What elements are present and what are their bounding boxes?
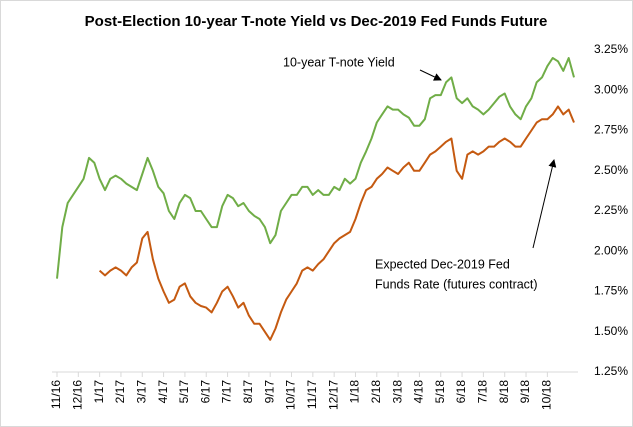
x-tick-label: 6/17 [198,380,212,404]
y-tick-label: 2.75% [594,123,628,137]
x-tick-label: 1/18 [348,380,362,404]
y-tick-label: 1.25% [594,364,628,378]
x-tick-label: 4/17 [156,380,170,404]
chart-title: Post-Election 10-year T-note Yield vs De… [85,13,548,30]
x-tick-label: 10/18 [540,380,554,410]
y-tick-label: 1.75% [594,284,628,298]
series-line [56,57,575,279]
y-tick-label: 3.25% [594,42,628,56]
x-tick-label: 8/18 [497,380,511,404]
annotation: Funds Rate (futures contract) [375,277,538,291]
x-tick-label: 6/18 [454,380,468,404]
annotation-arrow [419,69,442,81]
x-tick-label: 4/18 [412,380,426,404]
y-tick-label: 2.50% [594,163,628,177]
y-tick-label: 3.00% [594,82,628,96]
x-tick-label: 9/18 [518,380,532,404]
series-line [98,105,575,341]
x-tick-label: 2/17 [113,380,127,404]
x-tick-label: 11/17 [305,380,319,409]
y-tick-label: 2.25% [594,203,628,217]
annotation-arrow [532,159,557,249]
y-tick-label: 2.00% [594,243,628,257]
x-tick-label: 12/16 [70,380,84,410]
x-tick-label: 3/18 [390,380,404,404]
annotation: 10-year T-note Yield [283,55,395,69]
x-tick-label: 9/17 [262,380,276,404]
x-tick-label: 2/18 [369,380,383,404]
x-tick-label: 5/18 [433,380,447,404]
x-tick-label: 5/17 [177,380,191,404]
x-tick-label: 7/17 [220,380,234,404]
y-tick-label: 1.50% [594,324,628,338]
x-tick-label: 7/18 [476,380,490,404]
x-tick-label: 10/17 [284,380,298,410]
x-tick-label: 8/17 [241,380,255,404]
annotation: Expected Dec-2019 Fed [375,257,510,271]
x-tick-label: 3/17 [134,380,148,404]
x-tick-label: 11/16 [49,380,63,409]
x-tick-label: 1/17 [92,380,106,404]
x-tick-label: 12/17 [326,380,340,410]
